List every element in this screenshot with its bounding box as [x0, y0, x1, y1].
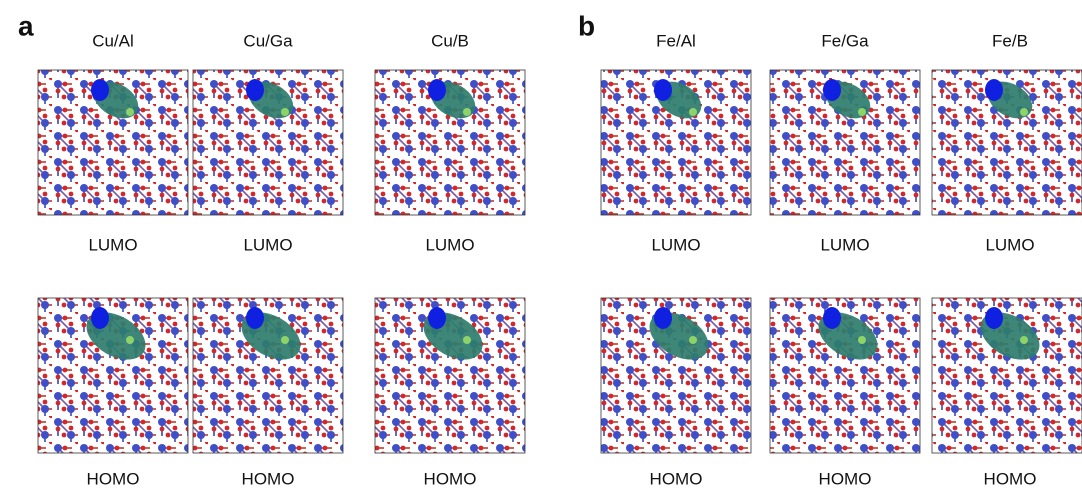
panel-label: a [18, 10, 34, 41]
orbital-label: LUMO [425, 235, 474, 254]
dopant-atom [463, 336, 471, 344]
structure-image [375, 298, 525, 453]
dopant-atom [858, 108, 866, 116]
orbital-lobe [428, 79, 446, 101]
orbital-label: LUMO [88, 235, 137, 254]
structure-image [375, 70, 525, 215]
panel-label: b [578, 10, 595, 41]
column-title: Fe/Ga [821, 31, 869, 50]
structure-image [932, 298, 1082, 453]
structure-image [38, 298, 188, 453]
column-title: Fe/Al [656, 31, 696, 50]
column-title: Cu/Al [92, 31, 134, 50]
orbital-label: LUMO [985, 235, 1034, 254]
dopant-atom [281, 336, 289, 344]
orbital-label: HOMO [650, 469, 703, 488]
structure-image [193, 70, 343, 215]
structure-image [932, 70, 1082, 215]
figure: a Cu/Al LUMO HOMO Cu/Ga LUMO HOMO Cu/B LUMO HOMO b… [0, 0, 1082, 490]
structure-image [601, 298, 751, 453]
dopant-atom [1020, 336, 1028, 344]
orbital-lobe [91, 79, 109, 101]
dopant-atom [126, 108, 134, 116]
structure-image [770, 70, 920, 215]
orbital-label: HOMO [984, 469, 1037, 488]
orbital-label: HOMO [424, 469, 477, 488]
structure-image [193, 298, 343, 453]
orbital-lobe [654, 307, 672, 329]
orbital-lobe [823, 307, 841, 329]
structure-image [601, 70, 751, 215]
orbital-lobe [246, 307, 264, 329]
orbital-label: HOMO [819, 469, 872, 488]
orbital-label: LUMO [243, 235, 292, 254]
dopant-atom [858, 336, 866, 344]
orbital-label: HOMO [242, 469, 295, 488]
dopant-atom [126, 336, 134, 344]
dopant-atom [689, 336, 697, 344]
column-title: Fe/B [992, 31, 1028, 50]
orbital-label: LUMO [651, 235, 700, 254]
dopant-atom [689, 108, 697, 116]
orbital-lobe [246, 79, 264, 101]
column-title: Cu/Ga [243, 31, 293, 50]
orbital-lobe [428, 307, 446, 329]
orbital-lobe [654, 79, 672, 101]
orbital-lobe [985, 307, 1003, 329]
structure-image [38, 70, 188, 215]
column-title: Cu/B [431, 31, 469, 50]
orbital-label: HOMO [87, 469, 140, 488]
orbital-label: LUMO [820, 235, 869, 254]
structure-image [770, 298, 920, 453]
dopant-atom [281, 108, 289, 116]
dopant-atom [1020, 108, 1028, 116]
dopant-atom [463, 108, 471, 116]
orbital-lobe [823, 79, 841, 101]
orbital-lobe [985, 79, 1003, 101]
orbital-lobe [91, 307, 109, 329]
